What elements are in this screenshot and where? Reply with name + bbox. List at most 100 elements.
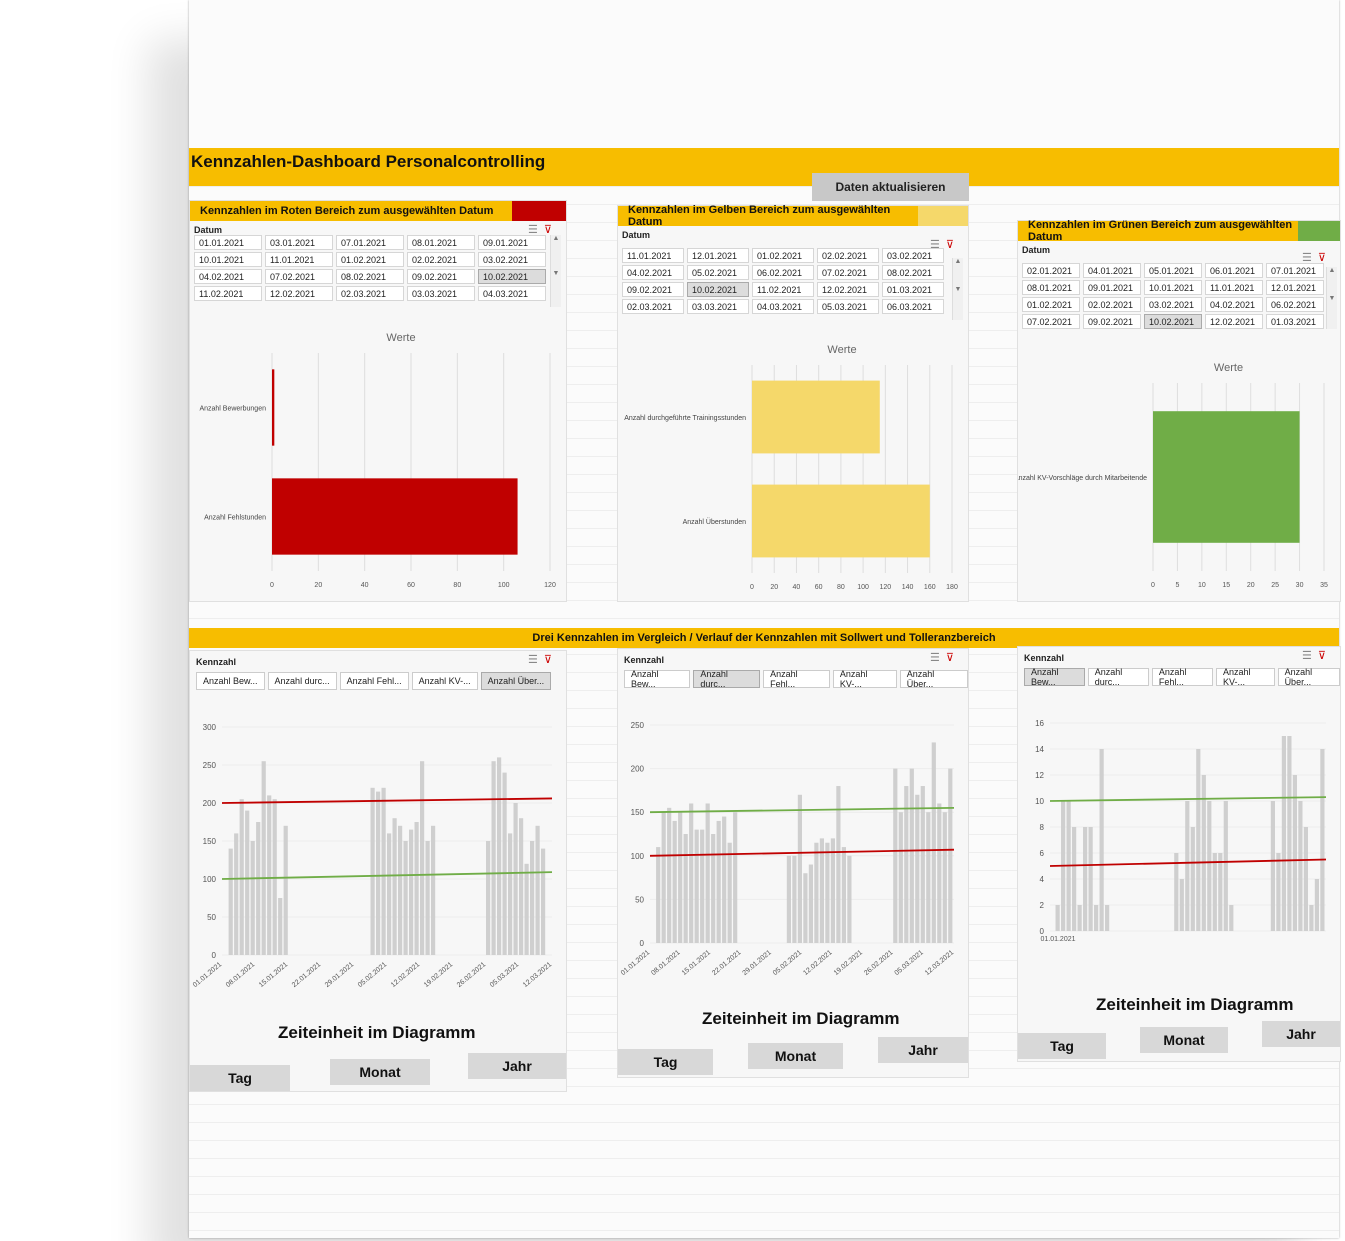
date-option[interactable]: 02.02.2021	[407, 252, 475, 267]
tag-button[interactable]: Tag	[190, 1065, 290, 1091]
date-option[interactable]: 01.02.2021	[752, 248, 814, 263]
date-option[interactable]: 03.03.2021	[687, 299, 749, 314]
kennzahl-option[interactable]: Anzahl Bew...	[624, 669, 691, 689]
kennzahl-option[interactable]: Anzahl Fehl...	[763, 669, 830, 689]
clear-filter-icon[interactable]: ⊽	[543, 224, 552, 236]
date-option[interactable]: 06.02.2021	[1266, 297, 1324, 312]
date-option[interactable]: 07.02.2021	[1022, 314, 1080, 329]
multi-select-icon[interactable]: ☰	[528, 654, 538, 666]
date-option[interactable]: 10.01.2021	[194, 252, 262, 267]
date-option[interactable]: 08.02.2021	[882, 265, 944, 280]
date-option[interactable]: 03.02.2021	[882, 248, 944, 263]
date-option[interactable]: 06.01.2021	[1205, 263, 1263, 278]
date-option[interactable]: 03.01.2021	[265, 235, 333, 250]
jahr-button[interactable]: Jahr	[878, 1037, 968, 1063]
date-option[interactable]: 01.02.2021	[336, 252, 404, 267]
date-option[interactable]: 11.01.2021	[1205, 280, 1263, 295]
date-option[interactable]: 06.03.2021	[882, 299, 944, 314]
date-option[interactable]: 11.02.2021	[752, 282, 814, 297]
clear-filter-icon[interactable]: ⊽	[945, 239, 954, 251]
date-option[interactable]: 11.02.2021	[194, 286, 262, 301]
date-option[interactable]: 07.02.2021	[817, 265, 879, 280]
date-option[interactable]: 11.01.2021	[622, 248, 684, 263]
date-option[interactable]: 05.02.2021	[687, 265, 749, 280]
clear-filter-icon[interactable]: ⊽	[1317, 650, 1326, 662]
multi-select-icon[interactable]: ☰	[528, 224, 538, 236]
date-option[interactable]: 10.02.2021	[478, 269, 546, 284]
date-option[interactable]: 02.01.2021	[1022, 263, 1080, 278]
multi-select-icon[interactable]: ☰	[930, 239, 940, 251]
monat-button[interactable]: Monat	[330, 1059, 430, 1085]
jahr-button[interactable]: Jahr	[468, 1053, 566, 1079]
date-option[interactable]: 04.02.2021	[194, 269, 262, 284]
date-option[interactable]: 09.01.2021	[1083, 280, 1141, 295]
date-option[interactable]: 06.02.2021	[752, 265, 814, 280]
date-option[interactable]: 12.02.2021	[817, 282, 879, 297]
kennzahl-option[interactable]: Anzahl Über...	[899, 669, 968, 689]
date-option[interactable]: 03.02.2021	[1144, 297, 1202, 312]
clear-filter-icon[interactable]: ⊽	[543, 654, 552, 666]
date-option[interactable]: 09.01.2021	[478, 235, 546, 250]
date-option[interactable]: 02.02.2021	[1083, 297, 1141, 312]
date-option[interactable]: 02.03.2021	[336, 286, 404, 301]
kennzahl-option[interactable]: Anzahl Bew...	[1024, 667, 1085, 687]
multi-select-icon[interactable]: ☰	[1302, 650, 1312, 662]
date-option[interactable]: 01.03.2021	[1266, 314, 1324, 329]
date-option[interactable]: 08.01.2021	[407, 235, 475, 250]
date-option[interactable]: 01.01.2021	[194, 235, 262, 250]
kennzahl-option[interactable]: Anzahl durc...	[1087, 667, 1149, 687]
tag-button[interactable]: Tag	[618, 1049, 713, 1075]
date-option[interactable]: 07.01.2021	[1266, 263, 1324, 278]
kennzahl-option[interactable]: Anzahl Fehl...	[1151, 667, 1213, 687]
date-option[interactable]: 04.02.2021	[622, 265, 684, 280]
jahr-button[interactable]: Jahr	[1262, 1021, 1340, 1047]
date-option[interactable]: 12.02.2021	[1205, 314, 1263, 329]
date-option[interactable]: 09.02.2021	[622, 282, 684, 297]
date-option[interactable]: 07.01.2021	[336, 235, 404, 250]
date-option[interactable]: 08.02.2021	[336, 269, 404, 284]
date-option[interactable]: 09.02.2021	[407, 269, 475, 284]
monat-button[interactable]: Monat	[748, 1043, 843, 1069]
date-option[interactable]: 02.02.2021	[817, 248, 879, 263]
kennzahl-option[interactable]: Anzahl Über...	[1277, 667, 1340, 687]
date-option[interactable]: 10.02.2021	[687, 282, 749, 297]
date-option[interactable]: 08.01.2021	[1022, 280, 1080, 295]
date-option[interactable]: 02.03.2021	[622, 299, 684, 314]
refresh-data-button[interactable]: Daten aktualisieren	[812, 173, 969, 201]
slicer-scrollbar[interactable]: ▲ ▼	[1326, 267, 1337, 329]
slicer-scrollbar[interactable]: ▲ ▼	[952, 258, 963, 320]
date-option[interactable]: 05.01.2021	[1144, 263, 1202, 278]
clear-filter-icon[interactable]: ⊽	[1317, 252, 1326, 264]
date-option[interactable]: 03.03.2021	[407, 286, 475, 301]
kennzahl-option[interactable]: Anzahl KV-...	[832, 669, 897, 689]
date-option[interactable]: 12.01.2021	[1266, 280, 1324, 295]
kennzahl-option[interactable]: Anzahl KV-...	[411, 672, 478, 690]
slicer-scrollbar[interactable]: ▲ ▼	[550, 235, 561, 307]
date-option[interactable]: 01.03.2021	[882, 282, 944, 297]
kennzahl-option[interactable]: Anzahl Fehl...	[339, 672, 409, 690]
date-option[interactable]: 04.03.2021	[752, 299, 814, 314]
date-option[interactable]: 07.02.2021	[265, 269, 333, 284]
date-option[interactable]: 04.02.2021	[1205, 297, 1263, 312]
date-option[interactable]: 12.01.2021	[687, 248, 749, 263]
multi-select-icon[interactable]: ☰	[1302, 252, 1312, 264]
date-option[interactable]: 03.02.2021	[478, 252, 546, 267]
date-option[interactable]: 09.02.2021	[1083, 314, 1141, 329]
date-option[interactable]: 04.03.2021	[478, 286, 546, 301]
date-option[interactable]: 04.01.2021	[1083, 263, 1141, 278]
clear-filter-icon[interactable]: ⊽	[945, 652, 954, 664]
date-option[interactable]: 12.02.2021	[265, 286, 333, 301]
tag-button[interactable]: Tag	[1018, 1033, 1106, 1059]
kennzahl-option[interactable]: Anzahl Über...	[480, 672, 552, 690]
date-option[interactable]: 05.03.2021	[817, 299, 879, 314]
date-option[interactable]: 01.02.2021	[1022, 297, 1080, 312]
kennzahl-option[interactable]: Anzahl Bew...	[196, 672, 265, 690]
kennzahl-option[interactable]: Anzahl durc...	[267, 672, 337, 690]
kennzahl-option[interactable]: Anzahl KV-...	[1216, 667, 1275, 687]
date-option[interactable]: 11.01.2021	[265, 252, 333, 267]
date-option[interactable]: 10.02.2021	[1144, 314, 1202, 329]
multi-select-icon[interactable]: ☰	[930, 652, 940, 664]
kennzahl-option[interactable]: Anzahl durc...	[693, 669, 761, 689]
monat-button[interactable]: Monat	[1140, 1027, 1228, 1053]
date-option[interactable]: 10.01.2021	[1144, 280, 1202, 295]
